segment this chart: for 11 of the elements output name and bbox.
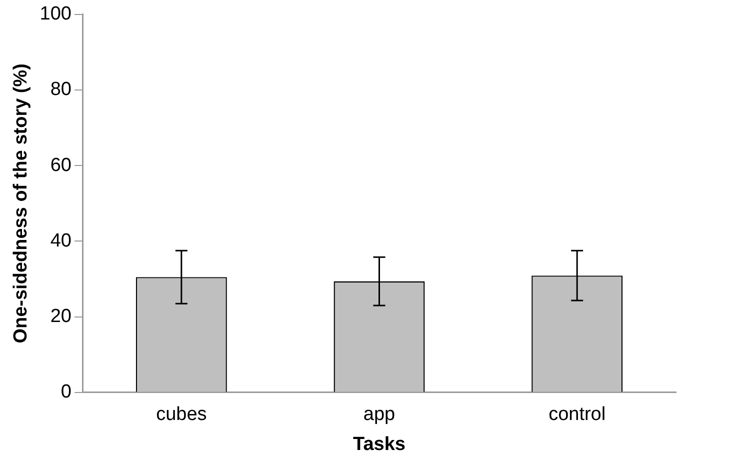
- y-tick-label: 40: [50, 230, 72, 252]
- y-tick-label: 20: [50, 306, 72, 328]
- x-tick-label: control: [548, 404, 606, 426]
- y-tick-label: 0: [60, 382, 72, 403]
- y-axis-title: One-sidedness of the story (%): [10, 64, 32, 344]
- y-tick-label: 100: [40, 4, 72, 25]
- y-tick-label: 60: [50, 154, 72, 176]
- y-tick-label: 80: [50, 79, 72, 100]
- x-tick-label: app: [363, 404, 396, 426]
- x-axis-title: Tasks: [353, 434, 406, 455]
- x-tick-label: cubes: [156, 404, 207, 426]
